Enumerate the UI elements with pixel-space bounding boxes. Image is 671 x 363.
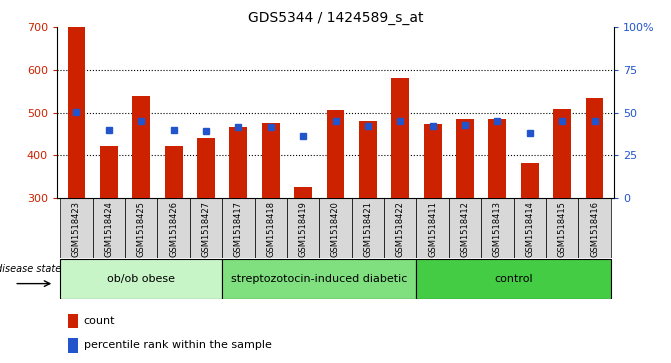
Bar	[449, 198, 481, 258]
Text: GSM1518416: GSM1518416	[590, 201, 599, 257]
Bar	[384, 198, 417, 258]
Bar	[352, 198, 384, 258]
Text: GSM1518419: GSM1518419	[299, 201, 307, 257]
Bar	[546, 198, 578, 258]
Bar	[423, 125, 442, 198]
Bar	[287, 198, 319, 258]
Bar	[554, 109, 571, 198]
Bar	[229, 127, 248, 198]
Bar	[68, 27, 85, 198]
Bar	[60, 258, 222, 299]
Bar	[488, 119, 507, 198]
Bar	[222, 198, 254, 258]
Bar	[521, 163, 539, 198]
Text: GSM1518415: GSM1518415	[558, 201, 566, 257]
Bar	[125, 198, 158, 258]
Text: GSM1518411: GSM1518411	[428, 201, 437, 257]
Bar	[481, 198, 513, 258]
Text: GSM1518421: GSM1518421	[364, 201, 372, 257]
Bar	[222, 258, 417, 299]
Bar	[262, 123, 280, 198]
Bar	[456, 119, 474, 198]
Text: GSM1518427: GSM1518427	[201, 201, 211, 257]
Bar	[327, 110, 344, 198]
Text: GSM1518425: GSM1518425	[137, 201, 146, 257]
Text: GSM1518426: GSM1518426	[169, 201, 178, 257]
Bar	[578, 198, 611, 258]
Text: GSM1518413: GSM1518413	[493, 201, 502, 257]
Text: GSM1518422: GSM1518422	[396, 201, 405, 257]
Text: percentile rank within the sample: percentile rank within the sample	[84, 340, 272, 350]
Text: GSM1518420: GSM1518420	[331, 201, 340, 257]
Bar	[359, 121, 377, 198]
Text: streptozotocin-induced diabetic: streptozotocin-induced diabetic	[231, 274, 407, 284]
Bar	[190, 198, 222, 258]
Bar	[586, 98, 603, 198]
Text: control: control	[495, 274, 533, 284]
Text: ob/ob obese: ob/ob obese	[107, 274, 175, 284]
Bar	[391, 78, 409, 198]
Bar	[93, 198, 125, 258]
Text: GSM1518418: GSM1518418	[266, 201, 275, 257]
Text: disease state: disease state	[0, 264, 61, 274]
Text: GSM1518412: GSM1518412	[460, 201, 470, 257]
Bar	[254, 198, 287, 258]
Title: GDS5344 / 1424589_s_at: GDS5344 / 1424589_s_at	[248, 11, 423, 25]
Bar	[294, 187, 312, 198]
Bar	[100, 146, 117, 198]
Bar	[158, 198, 190, 258]
Bar	[513, 198, 546, 258]
Bar	[164, 146, 183, 198]
Text: GSM1518424: GSM1518424	[105, 201, 113, 257]
Bar	[132, 96, 150, 198]
Text: GSM1518417: GSM1518417	[234, 201, 243, 257]
Text: count: count	[84, 316, 115, 326]
Bar	[197, 138, 215, 198]
Bar	[417, 258, 611, 299]
Bar	[319, 198, 352, 258]
Bar	[60, 198, 93, 258]
Text: GSM1518423: GSM1518423	[72, 201, 81, 257]
Bar	[68, 314, 79, 328]
Bar	[68, 338, 79, 352]
Bar	[417, 198, 449, 258]
Text: GSM1518414: GSM1518414	[525, 201, 534, 257]
